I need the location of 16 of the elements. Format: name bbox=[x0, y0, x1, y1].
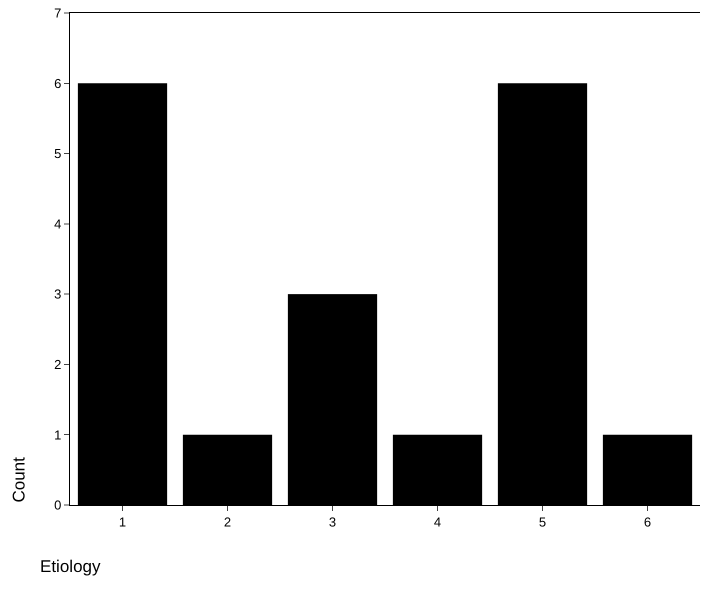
x-tick-label: 4 bbox=[434, 514, 442, 530]
x-tick-label: 6 bbox=[644, 514, 652, 530]
x-axis-title: Etiology bbox=[40, 557, 101, 576]
y-tick-label: 6 bbox=[54, 76, 62, 91]
y-tick-label: 0 bbox=[54, 498, 62, 513]
y-tick-label: 5 bbox=[54, 146, 62, 162]
y-tick-label: 3 bbox=[54, 286, 62, 302]
x-tick-label: 5 bbox=[538, 514, 546, 530]
y-tick-label: 4 bbox=[54, 216, 62, 232]
x-tick-label: 2 bbox=[224, 514, 232, 530]
y-tick-label: 1 bbox=[54, 427, 62, 442]
x-tick-label: 3 bbox=[328, 514, 336, 530]
y-tick-label: 7 bbox=[54, 6, 62, 21]
x-tick-label: 1 bbox=[118, 514, 126, 530]
y-tick-label: 2 bbox=[54, 356, 62, 372]
y-axis-title: Count bbox=[10, 456, 28, 502]
